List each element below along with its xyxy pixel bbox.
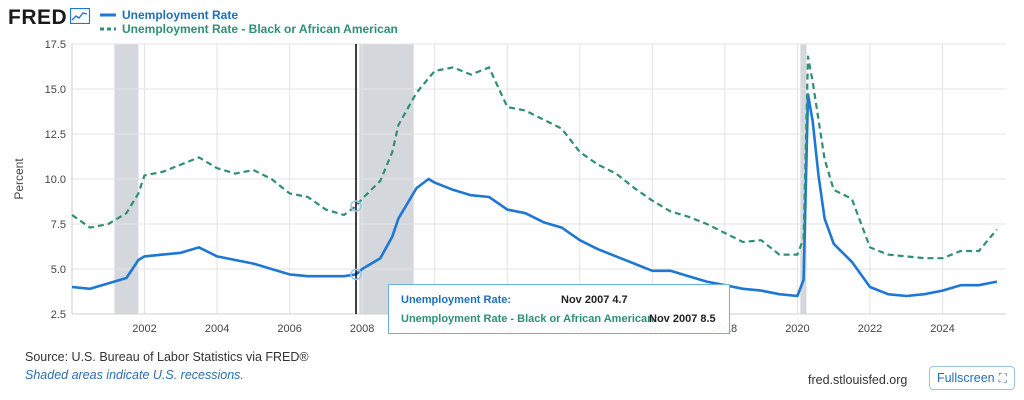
fred-logo[interactable]: FRED	[8, 6, 68, 29]
x-tick-label: 2020	[785, 323, 809, 335]
fullscreen-button[interactable]: Fullscreen ⛶	[929, 366, 1015, 390]
legend-dashed-line-icon	[100, 27, 116, 31]
legend-item-black-unemployment-rate[interactable]: Unemployment Rate - Black or African Ame…	[100, 22, 398, 36]
x-tick-label: 2024	[930, 323, 954, 335]
tooltip-row-series1: Unemployment Rate: Nov 2007 4.7	[401, 294, 628, 306]
y-tick-label: 2.5	[51, 309, 66, 321]
fred-logo-graph-icon	[70, 8, 90, 24]
x-tick-label: 2004	[205, 323, 229, 335]
y-tick-label: 10.0	[45, 174, 66, 186]
tooltip-label-series1: Unemployment Rate:	[401, 294, 512, 306]
chart-legend: Unemployment Rate Unemployment Rate - Bl…	[100, 8, 398, 36]
x-tick-label: 2006	[277, 323, 301, 335]
y-tick-label: 17.5	[45, 39, 66, 51]
data-tooltip: Unemployment Rate: Nov 2007 4.7 Unemploy…	[388, 284, 730, 334]
legend-item-unemployment-rate[interactable]: Unemployment Rate	[100, 8, 398, 22]
y-tick-label: 15.0	[45, 84, 66, 96]
tooltip-label-series2: Unemployment Rate - Black or African Ame…	[401, 313, 658, 325]
crosshair-marker-series1	[350, 268, 362, 281]
y-axis-label: Percent	[12, 158, 26, 200]
recession-note: Shaded areas indicate U.S. recessions.	[25, 368, 244, 382]
series-line-black-unemployment-rate	[71, 55, 998, 260]
y-tick-label: 5.0	[51, 264, 66, 276]
tooltip-row-series2: Unemployment Rate - Black or African Ame…	[401, 313, 716, 325]
x-tick-label: 2008	[350, 323, 374, 335]
legend-label-series1: Unemployment Rate	[122, 8, 239, 22]
x-tick-label: 2002	[132, 323, 156, 335]
fullscreen-icon: ⛶	[998, 370, 1008, 385]
site-link[interactable]: fred.stlouisfed.org	[808, 373, 908, 387]
tooltip-value-series1: Nov 2007 4.7	[561, 294, 628, 306]
fullscreen-label: Fullscreen	[936, 371, 995, 385]
legend-solid-line-icon	[100, 13, 116, 17]
source-note: Source: U.S. Bureau of Labor Statistics …	[25, 350, 309, 364]
y-tick-label: 7.5	[51, 219, 66, 231]
legend-label-series2: Unemployment Rate - Black or African Ame…	[122, 22, 398, 36]
series-line-unemployment-rate	[71, 93, 998, 298]
x-tick-label: 2022	[858, 323, 882, 335]
crosshair-marker-series2	[350, 200, 362, 212]
y-tick-label: 12.5	[45, 129, 66, 141]
tooltip-value-series2: Nov 2007 8.5	[649, 313, 716, 325]
